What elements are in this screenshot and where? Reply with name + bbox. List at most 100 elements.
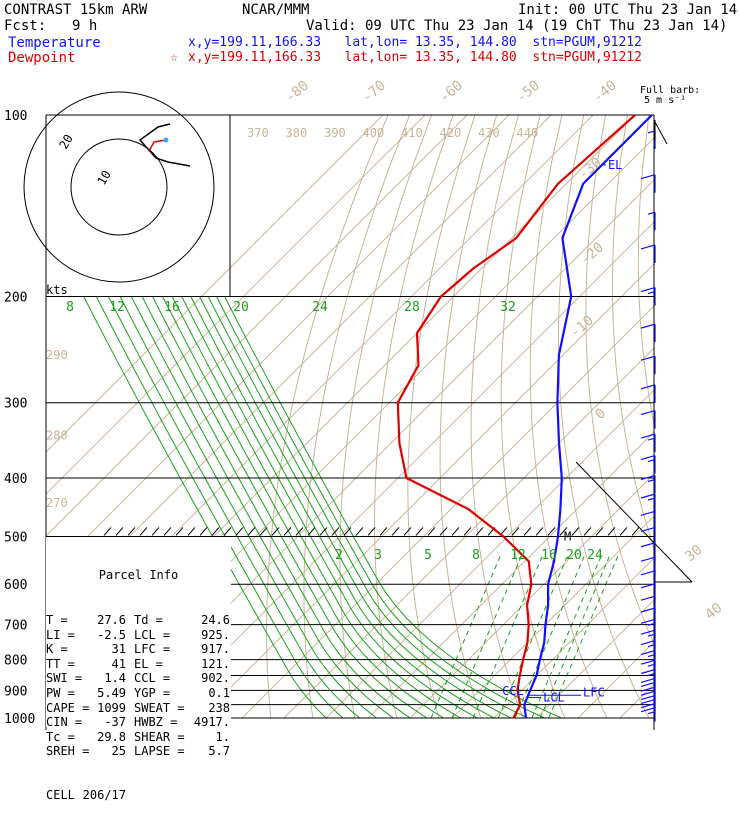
isotherm-label: -40 [590,78,620,107]
isotherm-line [451,515,654,719]
mixing-ratio-label: 16 [164,300,180,315]
annotation-lfc: LFC [583,685,605,699]
dry-adiabat [735,115,740,718]
wind-barb-flag [640,583,656,589]
isotherm-line [199,263,654,719]
isotherm-line [535,599,654,719]
annotations: EL M CCL LCL LFC [502,158,622,705]
wind-barb-flag [640,677,656,684]
parcel-k2: YGP = [134,685,171,700]
parcel-cell-row: CELL 206/17 [46,788,231,803]
mixing-ratio-label: 5 [424,548,432,563]
wind-barb-flag [640,659,656,665]
parcel-v1: -37 [104,715,126,730]
parcel-k2: HWBZ = [134,715,178,730]
mixing-ratio-label: 28 [404,300,420,315]
parcel-k2: EL = [134,656,163,671]
wind-barb-flag [640,694,656,701]
annotation-ccl: CCL [502,684,524,698]
fcst-label: Fcst: [4,18,47,34]
hodo-ring-inner [70,138,168,236]
pressure-label-600: 600 [4,578,27,593]
hatch-mark [595,527,604,536]
hatch-mark [343,527,352,536]
theta-label-left: 280 [46,428,68,442]
isotherm-line [619,683,654,719]
pressure-label-400: 400 [4,472,27,487]
mixing-ratio-label: 32 [500,300,516,315]
wind-barb-half [647,290,656,295]
parcel-v1: 29.8 [97,729,126,744]
parcel-k2: LFC = [134,642,171,657]
parcel-v1: 41 [111,656,126,671]
wind-barb-flag [640,639,656,646]
wind-barb-flag [640,493,656,499]
parcel-v2: 121. [201,656,230,671]
hatch-mark [307,527,316,536]
parcel-k2: LCL = [134,627,171,642]
hatch-mark [259,527,268,536]
theta-label-left: 270 [46,496,68,510]
parcel-v2: 5.7 [208,744,230,759]
hatch-mark [115,527,124,536]
parcel-v2: 238 [208,700,230,715]
isotherm-label: 0 [592,405,609,423]
mixing-ratio-line [548,556,619,719]
wind-barb-flag [640,323,656,329]
hatch-mark [451,527,460,536]
mixing-ratio-label: 20 [233,300,249,315]
hatch-mark [391,527,400,536]
wind-barb-half [647,497,656,501]
parcel-row: TT = 41 EL = 121. [46,657,231,672]
dry-adiabat [688,115,740,718]
isotherm-line [367,431,654,719]
pressure-label-1000: 1000 [4,712,35,727]
parcel-k1: CIN = [46,715,83,730]
hodo-trace-low [148,139,167,152]
annotation-m: M [564,529,571,543]
dry-adiabat [663,115,740,718]
theta-label-left: 290 [46,348,68,362]
theta-label: 400 [363,126,385,140]
parcel-k1: T = [46,612,68,627]
wind-barb-flag [640,510,656,516]
hatch-mark [271,527,280,536]
parcel-k1: PW = [46,685,75,700]
theta-label: 440 [517,126,539,140]
mixing-ratio-label: 2 [335,548,343,563]
parcel-k1: CAPE = [46,700,90,715]
isotherm-line [46,115,468,537]
wind-barb-flag [640,174,656,180]
parcel-k2: SWEAT = [134,700,185,715]
hatch-mark [175,527,184,536]
hatch-mark [523,527,532,536]
mixing-ratio-label: 12 [109,300,125,315]
hatch-mark [223,527,232,536]
parcel-row: LI = -2.5 LCL = 925. [46,628,231,643]
isotherm-label: 40 [702,600,725,623]
hatch-mark [139,527,148,536]
hatch-mark [319,527,328,536]
parcel-k1: SWI = [46,671,83,686]
model-title: CONTRAST 15km ARW [4,2,148,18]
theta-label: 420 [440,126,462,140]
parcel-row: PW = 5.49 YGP = 0.1 [46,686,231,701]
mixing-ratio-label: 8 [66,300,74,315]
init-time: Init: 00 UTC Thu 23 Jan 14 [518,2,738,18]
pressure-label-200: 200 [4,291,27,306]
hatch-mark [283,527,292,536]
dry-adiabat [712,115,740,718]
hatch-mark [367,527,376,536]
dry-adiabat [266,115,389,719]
frame-diagonal [575,461,693,583]
dry-adiabat [470,115,524,719]
mixing-ratio-label: 24 [587,548,603,563]
parcel-k1: LI = [46,627,75,642]
dry-adiabat [500,115,566,719]
dry-adiabat [439,115,498,719]
hatch-mark [331,527,340,536]
wind-barb-flag [640,542,656,548]
hatch-mark [295,527,304,536]
parcel-k2: Td = [134,612,163,627]
